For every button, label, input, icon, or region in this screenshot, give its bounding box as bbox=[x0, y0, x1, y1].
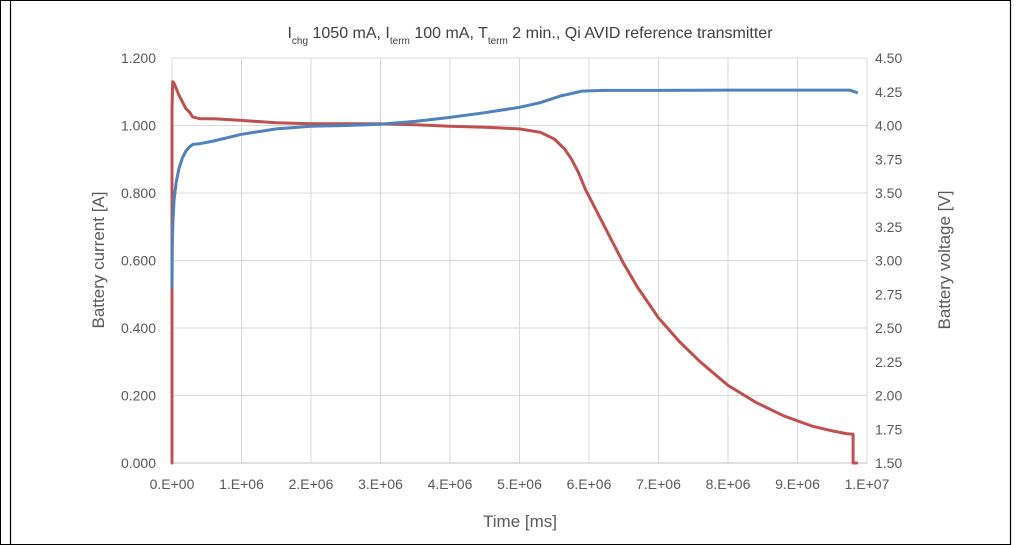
title-text: 2 min., Qi AVID reference transmitter bbox=[508, 25, 773, 42]
chart-tick-labels: 0.E+00 1.E+06 2.E+06 3.E+06 4.E+06 5.E+06 6.E+… bbox=[121, 50, 903, 492]
y-right-tick-label: 3.25 bbox=[875, 219, 902, 235]
battery-voltage-series bbox=[170, 88, 859, 289]
chart-series bbox=[170, 80, 859, 465]
x-tick-label: 5.E+06 bbox=[497, 476, 542, 492]
title-text: 100 mA, T bbox=[410, 25, 488, 42]
x-tick-label: 6.E+06 bbox=[567, 476, 612, 492]
y-left-tick-label: 0.800 bbox=[121, 185, 156, 201]
y-left-axis-label: Battery current [A] bbox=[89, 192, 108, 329]
title-subscript: term bbox=[488, 36, 508, 47]
x-tick-label: 2.E+06 bbox=[289, 476, 334, 492]
y-right-tick-label: 1.75 bbox=[875, 421, 902, 437]
chart-title: Ichg 1050 mA, Iterm 100 mA, Tterm 2 min.… bbox=[287, 25, 773, 47]
title-text: I bbox=[287, 25, 291, 42]
x-axis-label: Time [ms] bbox=[483, 512, 557, 531]
x-tick-label: 1.E+06 bbox=[219, 476, 264, 492]
y-right-axis-label: Battery voltage [V] bbox=[935, 191, 954, 330]
x-tick-label: 4.E+06 bbox=[428, 476, 473, 492]
x-tick-label: 0.E+00 bbox=[150, 476, 195, 492]
y-right-tick-label: 1.50 bbox=[875, 455, 902, 471]
title-text: 1050 mA, I bbox=[308, 25, 390, 42]
y-right-tick-label: 3.50 bbox=[875, 185, 902, 201]
y-left-tick-label: 0.400 bbox=[121, 320, 156, 336]
x-tick-label: 7.E+06 bbox=[636, 476, 681, 492]
y-right-tick-label: 3.00 bbox=[875, 253, 902, 269]
y-left-tick-label: 0.200 bbox=[121, 388, 156, 404]
battery-current-series bbox=[170, 80, 859, 465]
x-tick-label: 9.E+06 bbox=[775, 476, 820, 492]
y-right-tick-label: 2.00 bbox=[875, 388, 902, 404]
y-left-tick-label: 1.000 bbox=[121, 118, 156, 134]
x-tick-label: 3.E+06 bbox=[358, 476, 403, 492]
x-tick-label: 1.E+07 bbox=[845, 476, 890, 492]
y-left-tick-label: 1.200 bbox=[121, 50, 156, 66]
y-right-tick-label: 4.25 bbox=[875, 84, 902, 100]
y-right-tick-label: 2.50 bbox=[875, 320, 902, 336]
title-subscript: chg bbox=[292, 36, 308, 47]
y-right-tick-label: 4.50 bbox=[875, 50, 902, 66]
y-right-tick-label: 2.25 bbox=[875, 354, 902, 370]
title-subscript: term bbox=[390, 36, 410, 47]
y-right-tick-label: 4.00 bbox=[875, 118, 902, 134]
y-right-tick-label: 3.75 bbox=[875, 151, 902, 167]
y-right-tick-label: 2.75 bbox=[875, 286, 902, 302]
y-left-tick-label: 0.000 bbox=[121, 455, 156, 471]
x-tick-label: 8.E+06 bbox=[706, 476, 751, 492]
y-left-tick-label: 0.600 bbox=[121, 253, 156, 269]
